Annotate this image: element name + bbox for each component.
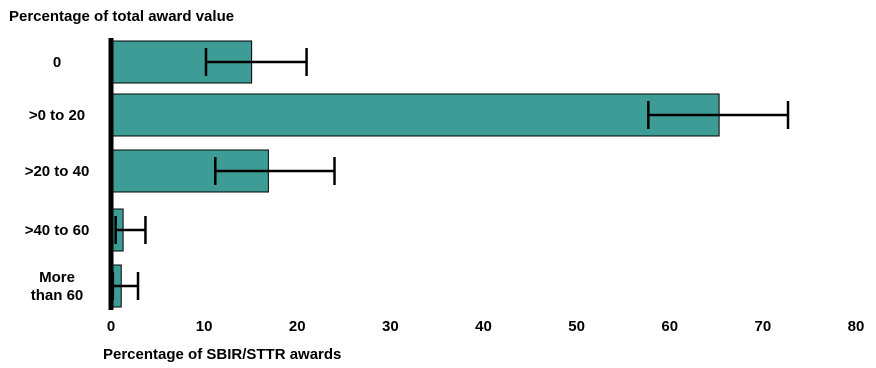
category-label: than 60 (31, 287, 84, 304)
x-tick-label: 30 (382, 318, 399, 335)
category-label: 0 (53, 54, 61, 71)
x-tick-label: 20 (289, 318, 306, 335)
category-label: >20 to 40 (25, 163, 90, 180)
category-label: >40 to 60 (25, 222, 90, 239)
x-tick-label: 40 (475, 318, 492, 335)
x-tick-label: 50 (568, 318, 585, 335)
category-label: >0 to 20 (29, 107, 85, 124)
bar (110, 93, 720, 137)
x-tick-label: 80 (848, 318, 865, 335)
category-label: More (39, 269, 75, 286)
x-tick-label: 60 (661, 318, 678, 335)
x-tick-label: 70 (755, 318, 772, 335)
x-axis-title: Percentage of SBIR/STTR awards (103, 346, 342, 363)
x-tick-label: 0 (107, 318, 115, 335)
x-tick-label: 10 (196, 318, 213, 335)
y-axis-title: Percentage of total award value (9, 8, 235, 25)
